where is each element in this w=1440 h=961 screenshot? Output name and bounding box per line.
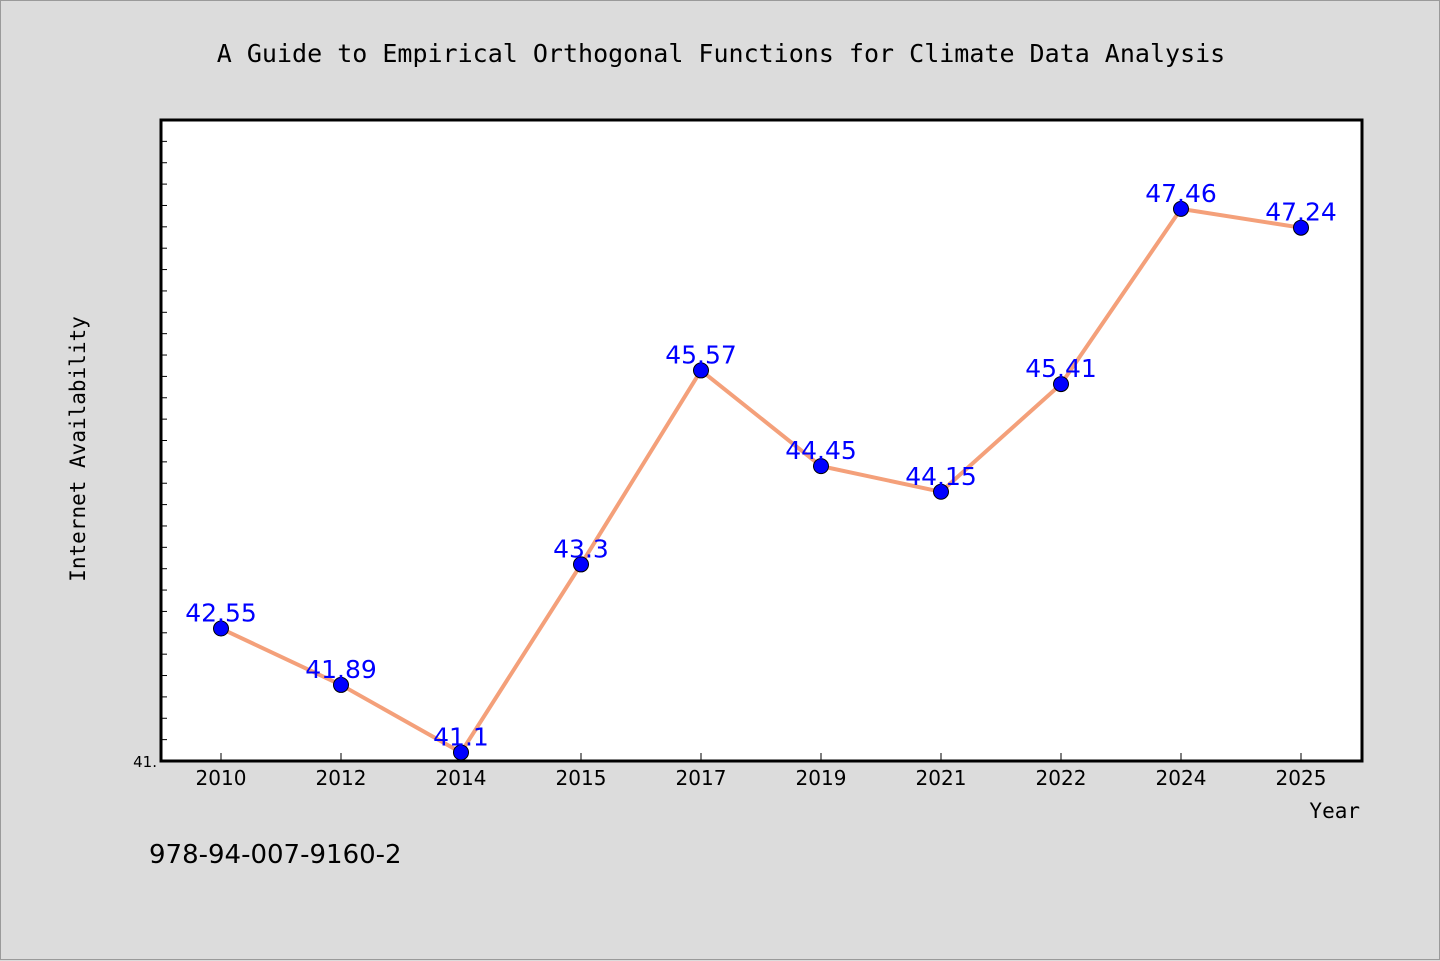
x-axis-ticks: 2010 2012 2014 2015 2017 2019 2021 2022 2024 2025 — [196, 753, 1327, 790]
x-tick-label: 2025 — [1276, 766, 1327, 790]
data-point — [693, 362, 709, 379]
y-axis-label: Internet Availability — [66, 316, 90, 582]
chart-title: A Guide to Empirical Orthogonal Function… — [217, 39, 1225, 68]
data-labels-group: 42.55 41.89 41.1 43.3 45.57 44.45 44.15 45.41 47… — [185, 179, 1337, 752]
data-label: 43.3 — [553, 534, 609, 563]
data-label: 45.57 — [665, 340, 737, 369]
data-label: 47.46 — [1145, 179, 1217, 208]
x-tick-label: 2024 — [1156, 766, 1207, 790]
isbn-footer: 978-94-007-9160-2 — [149, 840, 402, 870]
data-label: 44.15 — [905, 462, 977, 491]
x-tick-label: 2015 — [556, 766, 607, 790]
data-point — [453, 744, 469, 761]
series-line-group — [220, 206, 1302, 755]
data-point — [1173, 200, 1189, 217]
data-point — [573, 556, 589, 573]
x-axis-label: Year — [1309, 799, 1360, 823]
data-label: 44.45 — [785, 436, 857, 465]
data-point — [1293, 219, 1309, 236]
data-label: 41.1 — [433, 722, 489, 751]
x-tick-label: 2019 — [796, 766, 847, 790]
data-point — [213, 620, 229, 637]
data-point — [333, 676, 349, 693]
plot-area — [159, 118, 1364, 763]
x-tick-label: 2021 — [916, 766, 967, 790]
series-line — [220, 206, 1302, 755]
x-tick-label: 2012 — [316, 766, 367, 790]
data-point — [933, 483, 949, 500]
y-tick-label: 41. — [133, 753, 157, 771]
x-tick-label: 2017 — [676, 766, 727, 790]
y-axis-ticks: 41. — [133, 140, 167, 771]
x-tick-label: 2014 — [436, 766, 487, 790]
series-points-group — [213, 200, 1309, 761]
data-label: 42.55 — [185, 599, 257, 628]
data-label: 45.41 — [1025, 354, 1097, 383]
data-label: 41.89 — [305, 655, 377, 684]
data-label: 47.24 — [1265, 198, 1337, 227]
data-point — [813, 458, 829, 475]
x-tick-label: 2010 — [196, 766, 247, 790]
data-point — [1053, 376, 1069, 393]
x-tick-label: 2022 — [1036, 766, 1087, 790]
